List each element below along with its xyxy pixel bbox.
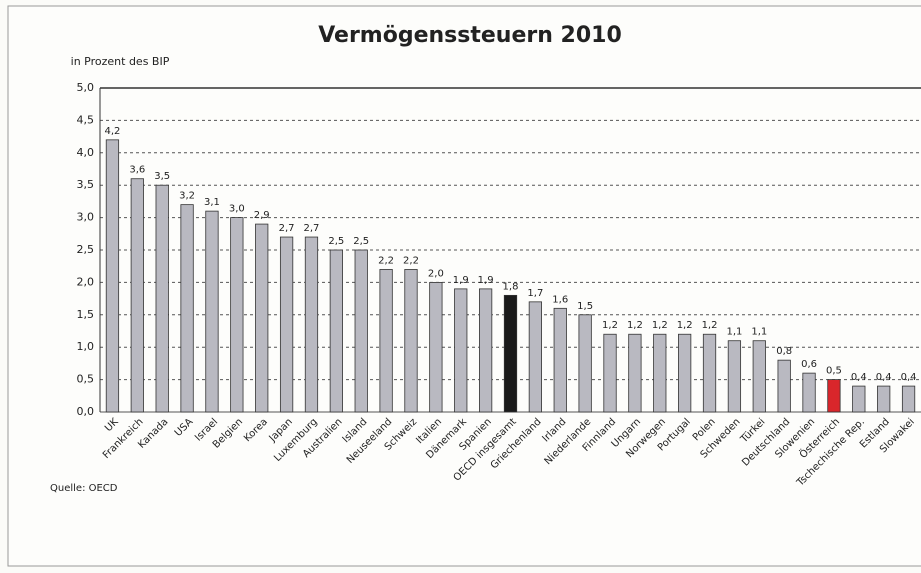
value-label: 0,8 xyxy=(776,346,792,357)
y-tick-label: 3,5 xyxy=(77,178,95,191)
value-label: 0,6 xyxy=(801,359,817,370)
bar xyxy=(130,178,144,413)
y-tick-label: 2,5 xyxy=(77,243,95,256)
bar xyxy=(354,249,368,413)
value-label: 1,5 xyxy=(577,301,593,312)
y-tick-label: 2,0 xyxy=(77,275,95,288)
value-label: 1,1 xyxy=(751,327,767,338)
value-label: 0,4 xyxy=(876,372,892,383)
bar xyxy=(503,294,518,413)
bar xyxy=(205,210,219,413)
y-tick-label: 0,0 xyxy=(77,405,95,418)
bar xyxy=(678,333,692,413)
bar xyxy=(329,249,343,413)
value-label: 1,7 xyxy=(527,288,543,299)
bar xyxy=(454,288,468,413)
value-label: 2,9 xyxy=(254,210,270,221)
bar xyxy=(727,340,742,413)
value-label: 3,2 xyxy=(179,191,195,202)
value-label: 3,6 xyxy=(129,165,145,176)
source: Quelle: OECD xyxy=(50,483,118,494)
bar xyxy=(404,269,418,413)
bar xyxy=(180,204,194,413)
bar xyxy=(603,333,617,413)
value-label: 1,2 xyxy=(677,320,693,331)
y-tick-label: 1,5 xyxy=(77,308,95,321)
value-label: 1,2 xyxy=(627,320,643,331)
bar xyxy=(777,359,791,413)
bar xyxy=(155,184,169,413)
bar xyxy=(553,307,567,413)
bar xyxy=(827,379,841,413)
value-label: 1,1 xyxy=(726,327,742,338)
value-label: 2,5 xyxy=(353,236,369,247)
value-label: 1,8 xyxy=(503,281,519,292)
bar xyxy=(752,340,766,413)
value-label: 1,2 xyxy=(702,320,718,331)
bar xyxy=(802,372,816,413)
value-label: 1,9 xyxy=(453,275,469,286)
bar xyxy=(479,288,493,413)
value-label: 1,2 xyxy=(602,320,618,331)
value-label: 2,2 xyxy=(378,255,394,266)
value-label: 0,5 xyxy=(826,366,842,377)
bar xyxy=(852,385,866,413)
bar xyxy=(304,236,319,413)
value-label: 2,7 xyxy=(304,223,320,234)
bar xyxy=(429,281,443,413)
value-label: 1,9 xyxy=(478,275,494,286)
value-label: 1,2 xyxy=(652,320,668,331)
bar xyxy=(255,223,269,413)
bar xyxy=(578,314,592,413)
y-tick-label: 5,0 xyxy=(77,81,95,94)
bar xyxy=(628,333,642,413)
value-label: 2,2 xyxy=(403,255,419,266)
bar xyxy=(105,139,120,413)
y-tick-label: 0,5 xyxy=(77,373,95,386)
bar xyxy=(230,217,244,413)
value-label: 2,7 xyxy=(279,223,295,234)
value-label: 1,6 xyxy=(552,294,568,305)
y-tick-label: 3,0 xyxy=(77,211,95,224)
value-label: 4,2 xyxy=(104,126,120,137)
panel xyxy=(7,5,921,567)
bar xyxy=(901,385,916,413)
value-label: 2,0 xyxy=(428,268,444,279)
value-label: 3,0 xyxy=(229,204,245,215)
value-label: 3,5 xyxy=(154,171,170,182)
value-label: 2,5 xyxy=(328,236,344,247)
bar xyxy=(702,333,717,413)
bar xyxy=(653,333,667,413)
bar xyxy=(877,385,891,413)
y-tick-label: 4,5 xyxy=(77,113,95,126)
chart-title: Vermögenssteuern 2010 xyxy=(318,23,622,48)
y-tick-label: 1,0 xyxy=(77,340,95,353)
value-label: 0,4 xyxy=(851,372,867,383)
bar xyxy=(279,236,294,413)
value-label: 3,1 xyxy=(204,197,220,208)
y-tick-label: 4,0 xyxy=(77,146,95,159)
bar xyxy=(528,301,542,413)
bar xyxy=(379,269,393,413)
subtitle: in Prozent des BIP xyxy=(71,55,170,68)
value-label: 0,4 xyxy=(901,372,917,383)
